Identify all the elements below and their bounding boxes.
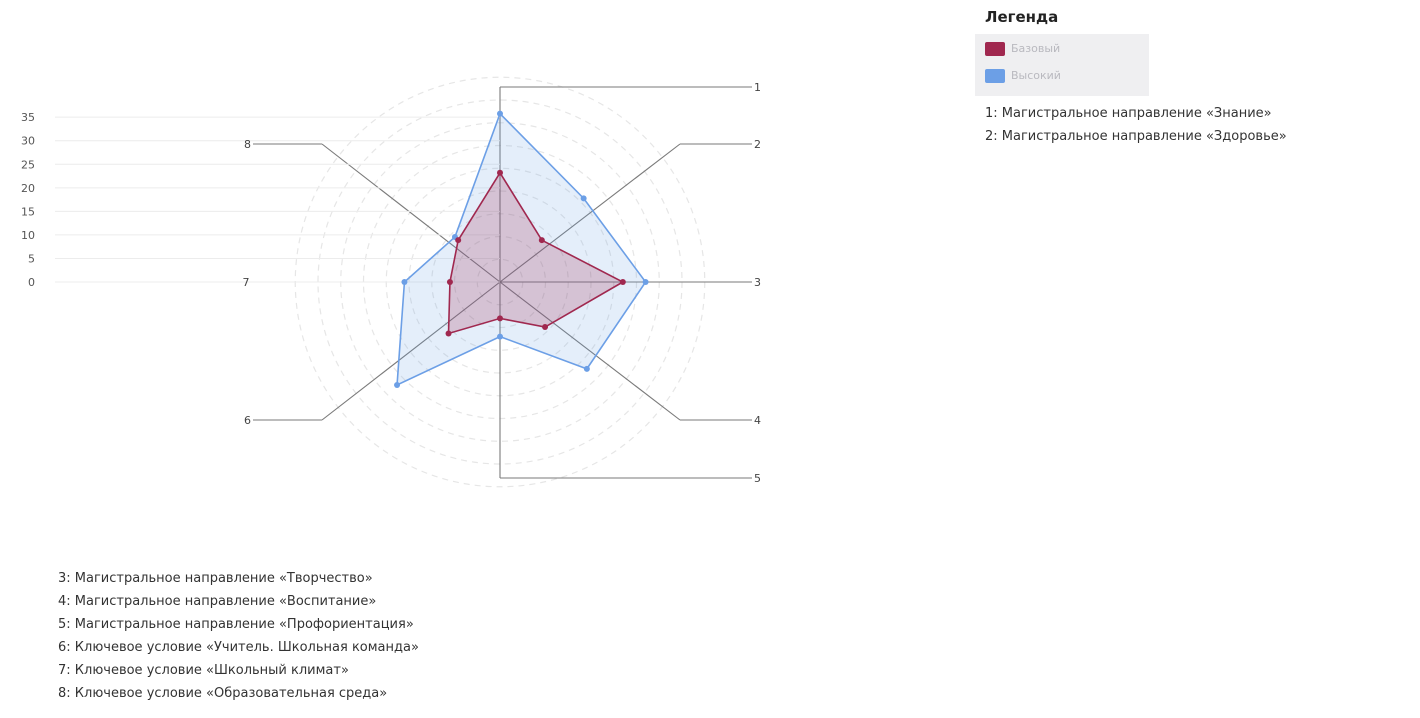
axis-number-label: 2 <box>754 138 761 151</box>
legend-swatch-high <box>985 69 1005 83</box>
category-list-right: 1: Магистральное направление «Знание» 2:… <box>985 102 1287 148</box>
data-point-base <box>497 169 503 176</box>
legend: Базовый Высокий <box>975 34 1149 96</box>
category-item: 2: Магистральное направление «Здоровье» <box>985 129 1287 144</box>
axes <box>125 86 752 479</box>
data-point-base <box>445 330 452 337</box>
data-point-high <box>401 279 408 285</box>
category-item: 5: Магистральное направление «Профориент… <box>58 617 414 632</box>
y-tick-label: 10 <box>21 229 35 242</box>
series <box>394 110 649 388</box>
legend-label-high: Высокий <box>1011 69 1061 82</box>
axis-number-label: 5 <box>754 472 761 485</box>
y-tick-label: 15 <box>21 205 35 218</box>
axis-spoke <box>321 281 501 421</box>
radar-chart: 0 5 10 15 20 25 30 35 1 2 3 4 5 6 7 8 <box>21 76 762 488</box>
data-point-base <box>446 279 453 285</box>
axis-number-label: 3 <box>754 276 761 289</box>
data-point-high <box>497 333 503 340</box>
data-point-base <box>538 237 545 244</box>
legend-title: Легенда <box>985 8 1059 26</box>
category-item: 3: Магистральное направление «Творчество… <box>58 571 373 586</box>
axis-number-label: 6 <box>244 414 251 427</box>
y-tick-label: 30 <box>21 135 35 148</box>
axis-number-labels: 1 2 3 4 5 6 7 8 <box>243 81 762 485</box>
category-item: 7: Ключевое условие «Школьный климат» <box>58 663 349 678</box>
legend-swatch-base <box>985 42 1005 56</box>
data-point-base <box>497 315 503 322</box>
category-item: 6: Ключевое условие «Учитель. Школьная к… <box>58 640 419 655</box>
data-point-high <box>580 195 587 202</box>
data-point-high <box>642 279 649 285</box>
axis-number-label: 8 <box>244 138 251 151</box>
data-point-high <box>583 365 590 372</box>
axis-spoke <box>321 143 501 283</box>
y-tick-label: 0 <box>28 276 35 289</box>
y-axis-ticks: 0 5 10 15 20 25 30 35 <box>21 111 500 289</box>
legend-item-high[interactable]: Высокий <box>985 69 1061 83</box>
data-point-base <box>455 237 462 244</box>
y-tick-label: 25 <box>21 158 35 171</box>
data-point-base <box>619 279 626 285</box>
data-point-high <box>394 381 401 388</box>
data-point-high <box>497 110 503 117</box>
category-item: 8: Ключевое условие «Образовательная сре… <box>58 686 388 701</box>
category-item: 4: Магистральное направление «Воспитание… <box>58 594 377 609</box>
axis-number-label: 4 <box>754 414 761 427</box>
legend-item-base[interactable]: Базовый <box>985 42 1060 56</box>
y-tick-label: 5 <box>28 252 35 265</box>
axis-number-label: 1 <box>754 81 761 94</box>
category-list-bottom: 3: Магистральное направление «Творчество… <box>58 567 419 705</box>
axis-spoke <box>499 143 681 283</box>
legend-label-base: Базовый <box>1011 42 1061 55</box>
y-tick-label: 35 <box>21 111 35 124</box>
data-point-base <box>542 324 549 331</box>
category-item: 1: Магистральное направление «Знание» <box>985 106 1272 121</box>
axis-number-label: 7 <box>243 276 250 289</box>
axis-spoke <box>499 281 681 421</box>
y-tick-label: 20 <box>21 182 35 195</box>
